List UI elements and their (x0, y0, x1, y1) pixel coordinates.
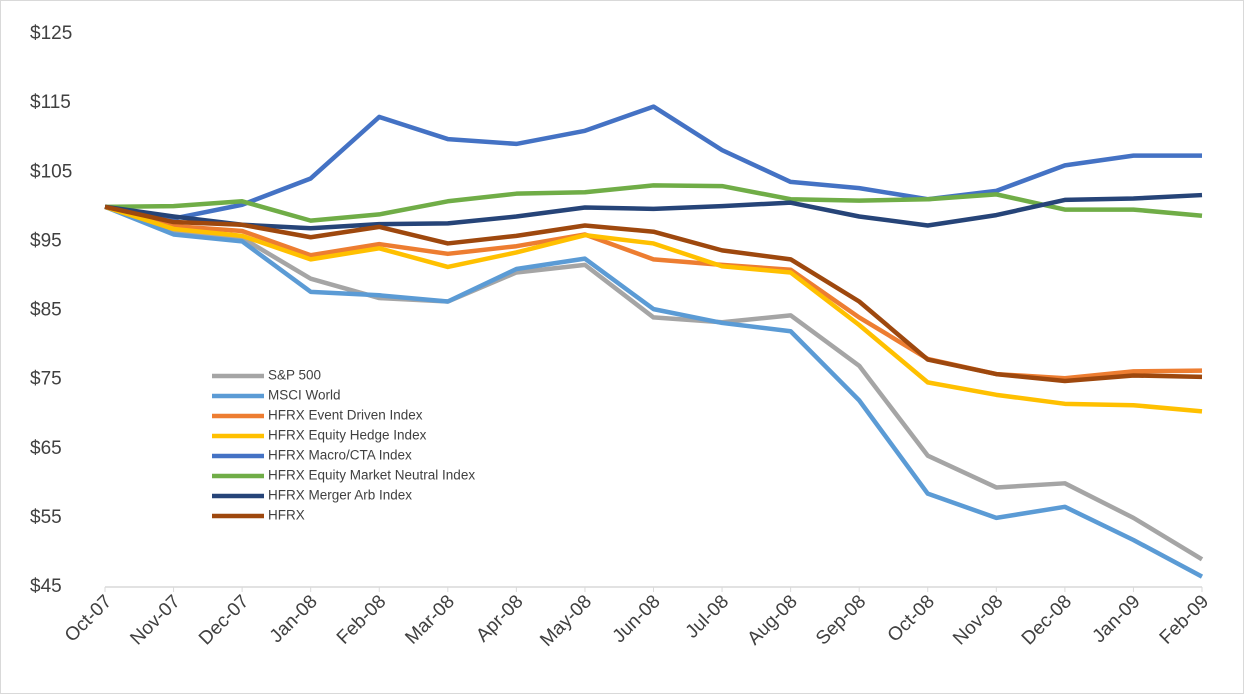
series-line (104, 204, 1204, 562)
series-line (104, 192, 1203, 231)
legend-label: HFRX Macro/CTA Index (268, 448, 412, 463)
y-tick-label: $105 (30, 161, 72, 182)
legend-label: S&P 500 (268, 368, 321, 383)
y-tick-label: $55 (30, 507, 62, 528)
y-tick-label: $85 (30, 300, 62, 321)
legend-label: MSCI World (268, 388, 341, 403)
series-line (104, 204, 1204, 579)
series-line (104, 204, 1203, 414)
legend-label: HFRX Merger Arb Index (268, 488, 412, 503)
series-line (104, 183, 1203, 223)
y-tick-label: $115 (30, 92, 71, 113)
y-tick-label: $65 (30, 438, 62, 459)
y-tick-label: $75 (30, 369, 62, 390)
y-tick-label: $125 (30, 23, 72, 44)
series-line (104, 104, 1202, 221)
y-tick-label: $45 (30, 576, 62, 597)
legend-label: HFRX Equity Market Neutral Index (268, 468, 475, 483)
legend-label: HFRX Event Driven Index (268, 408, 423, 423)
y-tick-label: $95 (30, 230, 62, 251)
series-line (104, 204, 1203, 384)
legend-label: HFRX (268, 508, 305, 523)
legend-label: HFRX Equity Hedge Index (268, 428, 427, 443)
